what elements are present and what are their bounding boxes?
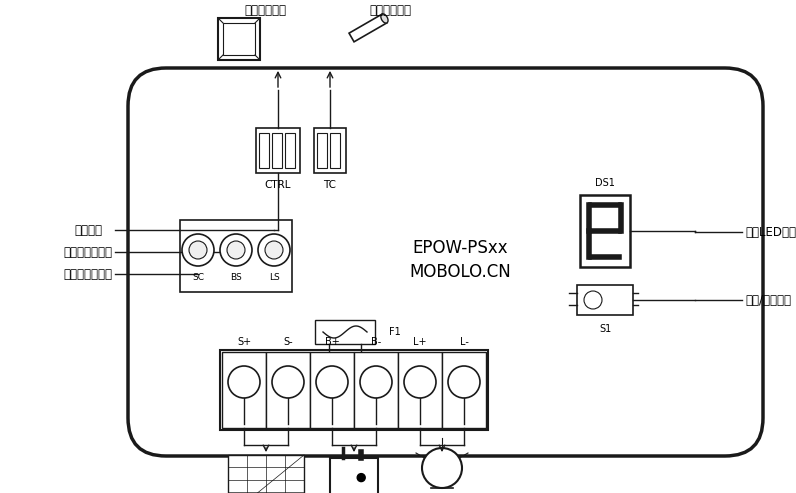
Bar: [580, 195, 630, 267]
Text: B-: B-: [371, 337, 381, 347]
Circle shape: [227, 241, 245, 259]
Circle shape: [258, 234, 290, 266]
Text: TC: TC: [323, 180, 337, 190]
Text: 太阳能充电指示: 太阳能充电指示: [64, 268, 112, 281]
Text: 蓄电池状态指示: 蓄电池状态指示: [64, 246, 112, 258]
Bar: [259, 133, 269, 168]
Circle shape: [265, 241, 283, 259]
Bar: [349, 14, 387, 42]
Circle shape: [220, 234, 252, 266]
Bar: [314, 128, 346, 173]
Bar: [222, 352, 266, 428]
Bar: [330, 133, 340, 168]
Text: CTRL: CTRL: [265, 180, 291, 190]
Text: S+: S+: [237, 337, 251, 347]
Text: 负载指示: 负载指示: [74, 223, 102, 237]
Text: S-: S-: [283, 337, 293, 347]
Text: 辅助控制输出: 辅助控制输出: [244, 3, 286, 16]
Bar: [256, 128, 300, 173]
Circle shape: [182, 234, 214, 266]
Text: MOBOLO.CN: MOBOLO.CN: [409, 263, 511, 281]
Bar: [272, 133, 282, 168]
Bar: [228, 455, 304, 493]
Circle shape: [228, 366, 260, 398]
Bar: [180, 220, 292, 292]
Bar: [317, 133, 327, 168]
Bar: [223, 23, 255, 55]
Bar: [442, 352, 486, 428]
Text: B+: B+: [325, 337, 339, 347]
Text: BS: BS: [230, 274, 242, 282]
Text: L+: L+: [413, 337, 427, 347]
Text: 数字LED显示屏: 数字LED显示屏: [745, 225, 796, 239]
Text: 控制/设置按鈕: 控制/设置按鈕: [745, 293, 791, 307]
Ellipse shape: [380, 14, 388, 23]
Bar: [310, 352, 354, 428]
Bar: [315, 320, 375, 344]
FancyBboxPatch shape: [128, 68, 763, 456]
Bar: [218, 18, 260, 60]
Circle shape: [584, 291, 602, 309]
Text: F1: F1: [389, 327, 400, 337]
Circle shape: [448, 366, 480, 398]
Bar: [220, 350, 488, 430]
Text: LS: LS: [268, 274, 279, 282]
Text: EPOW-PSxx: EPOW-PSxx: [412, 239, 508, 257]
Text: 温度补偿探头: 温度补偿探头: [369, 3, 411, 16]
Circle shape: [404, 366, 436, 398]
Bar: [266, 352, 310, 428]
Circle shape: [189, 241, 207, 259]
Text: S1: S1: [599, 324, 611, 334]
Bar: [577, 285, 633, 315]
Circle shape: [360, 366, 392, 398]
Text: SC: SC: [192, 274, 204, 282]
Circle shape: [357, 474, 365, 482]
Bar: [285, 133, 295, 168]
Circle shape: [272, 366, 304, 398]
Text: L-: L-: [459, 337, 468, 347]
Circle shape: [316, 366, 348, 398]
Bar: [330, 458, 378, 493]
Bar: [398, 352, 442, 428]
Text: DS1: DS1: [595, 178, 615, 188]
Circle shape: [422, 448, 462, 488]
Bar: [354, 352, 398, 428]
